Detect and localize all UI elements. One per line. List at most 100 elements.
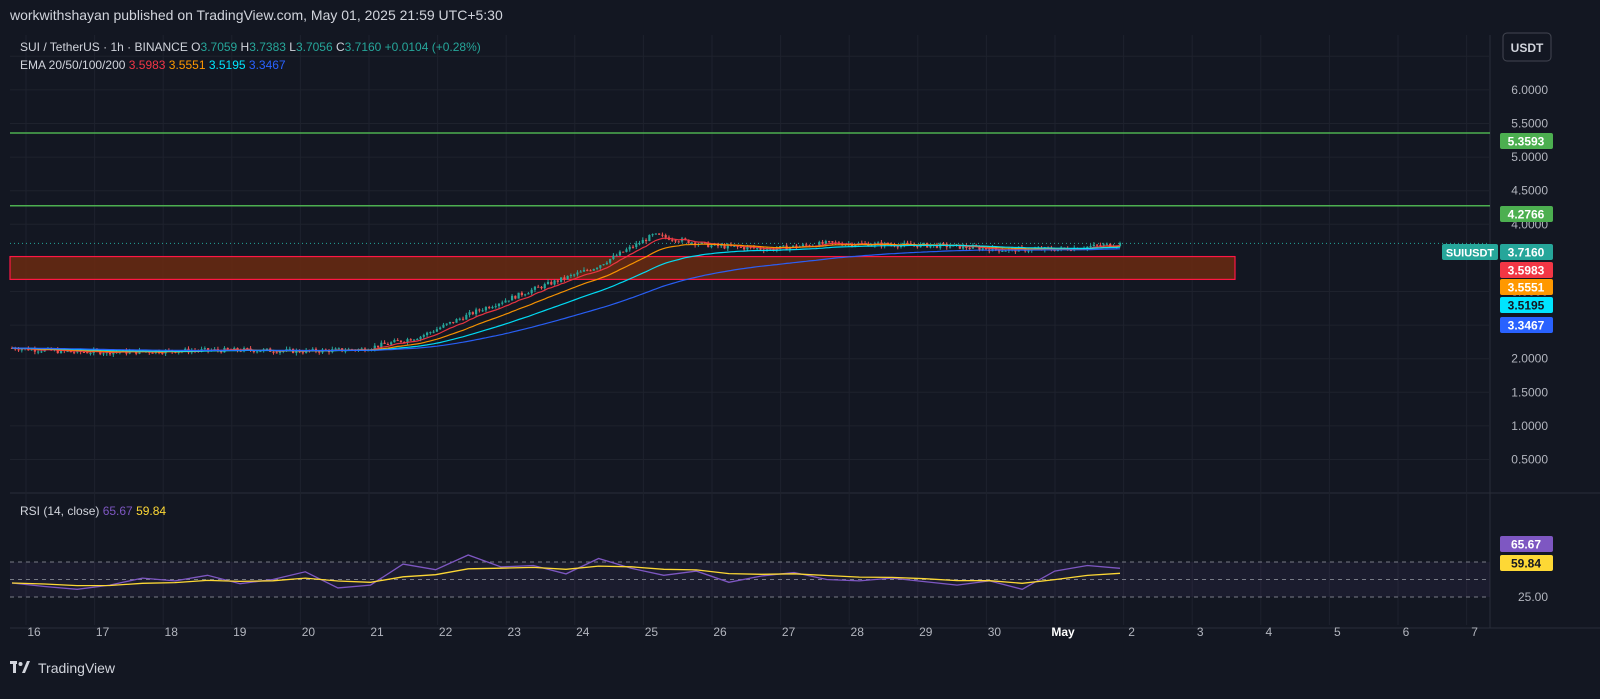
rsi-legend: RSI (14, close) 65.67 59.84 — [20, 504, 166, 518]
candle-body — [455, 319, 458, 323]
candle-body — [537, 286, 540, 288]
candle-body — [1099, 245, 1102, 247]
candle-body — [520, 292, 523, 296]
price-axis-tick: 2.0000 — [1511, 352, 1548, 366]
legend-line-1: SUI / TetherUS · 1h · BINANCE O3.7059 H3… — [20, 40, 481, 54]
price-tag[interactable]: 3.5551 — [1500, 279, 1553, 295]
candle-body — [393, 340, 396, 343]
candle-body — [102, 353, 105, 355]
candle-body — [510, 295, 514, 301]
candle-body — [599, 265, 602, 268]
candle-body — [484, 307, 488, 311]
candle-body — [687, 239, 690, 244]
ema-value: 3.5195 — [206, 58, 246, 72]
price-tag[interactable]: 3.5195 — [1500, 297, 1553, 313]
candle-body — [805, 244, 808, 246]
candle-body — [89, 353, 92, 355]
rsi-tag-box — [1500, 536, 1553, 552]
rsi-tag-label: 59.84 — [1511, 557, 1541, 571]
candle-body — [1069, 250, 1073, 252]
candle-body — [641, 239, 644, 244]
grid — [10, 35, 1490, 625]
price-tag[interactable]: 4.2766 — [1500, 206, 1553, 222]
candle-body — [984, 248, 988, 250]
price-tag[interactable]: 5.3593 — [1500, 133, 1553, 149]
rsi-value: 65.67 — [99, 504, 133, 518]
time-axis[interactable]: 16 17 18 19 20 21 22 23 24 25 26 27 28 29 30 May 2 3 4 5 6 7 — [27, 625, 1478, 639]
price-tag-label: 3.5195 — [1508, 299, 1545, 313]
candle-body — [468, 312, 471, 315]
price-tag[interactable]: 3.5983 — [1500, 262, 1553, 278]
price-tag-label: 5.3593 — [1508, 135, 1545, 149]
chart-svg[interactable]: 6.50006.00005.50005.00004.50004.00003.00… — [0, 30, 1600, 650]
candle-body — [556, 280, 559, 282]
time-axis-label: 24 — [576, 625, 590, 639]
price-axis-tick: 1.5000 — [1511, 385, 1548, 399]
price-tag[interactable]: 3.3467 — [1500, 317, 1553, 333]
tradingview-logo[interactable]: TradingView — [10, 660, 115, 676]
candle-body — [151, 352, 154, 354]
candle-body — [948, 246, 952, 248]
candle-body — [759, 248, 762, 250]
candle-body — [295, 350, 298, 354]
price-tag-label: 3.7160 — [1508, 246, 1545, 260]
time-axis-label: 4 — [1265, 625, 1272, 639]
currency-button[interactable]: USDT — [1502, 32, 1552, 62]
time-axis-label: 3 — [1197, 625, 1204, 639]
ema-value: 3.5983 — [125, 58, 165, 72]
candle-body — [288, 348, 291, 350]
ohlc-key: C — [333, 40, 345, 54]
candle-body — [30, 349, 33, 351]
candle-body — [991, 247, 994, 252]
candle-body — [808, 245, 811, 247]
ema-label: EMA 20/50/100/200 — [20, 58, 126, 72]
candle-body — [628, 246, 631, 250]
price-tag[interactable]: 3.7160 SUIUSDT — [1442, 244, 1553, 260]
price-tag-box — [1500, 297, 1553, 313]
candle-body — [671, 239, 674, 241]
candle-body — [553, 280, 556, 285]
ema-line-200[interactable] — [12, 248, 1121, 352]
time-axis-label: 30 — [988, 625, 1002, 639]
change-value: +0.0104 (+0.28%) — [381, 40, 480, 54]
legend[interactable]: SUI / TetherUS · 1h · BINANCE O3.7059 H3… — [20, 40, 481, 72]
candle-body — [383, 342, 386, 344]
price-tag-box — [1500, 279, 1553, 295]
candle-body — [445, 323, 448, 325]
rsi-pane[interactable] — [10, 495, 1490, 625]
symbol-tag-label: SUIUSDT — [1446, 248, 1495, 260]
candle-body — [677, 241, 680, 243]
candle-body — [416, 338, 419, 340]
tradingview-icon — [10, 661, 30, 673]
time-axis-label: 7 — [1471, 625, 1478, 639]
time-axis-label: 21 — [370, 625, 384, 639]
price-tag-label: 3.5983 — [1508, 264, 1545, 278]
candle-body — [517, 292, 520, 299]
candle-body — [318, 351, 321, 353]
candle-body — [380, 342, 383, 348]
time-axis-label: 23 — [508, 625, 522, 639]
candle-body — [207, 348, 210, 351]
candle-body — [252, 350, 255, 353]
candle-body — [82, 351, 86, 353]
candle-body — [743, 247, 746, 250]
price-tag-box — [1500, 317, 1553, 333]
candle-body — [497, 303, 501, 307]
candle-body — [311, 348, 314, 351]
ema-line-100[interactable] — [11, 244, 1121, 352]
candle-body — [406, 339, 409, 343]
price-axis-tick: 1.0000 — [1511, 419, 1548, 433]
candle-body — [69, 351, 72, 353]
candle-body — [674, 240, 677, 242]
candle-body — [631, 246, 635, 248]
legend-line-2: EMA 20/50/100/200 3.5983 3.5551 3.5195 3… — [20, 58, 286, 72]
candle-body — [958, 244, 961, 249]
candle-body — [524, 294, 527, 296]
candle-body — [589, 270, 592, 272]
candle-body — [475, 309, 478, 315]
rsi-indicator[interactable]: RSI (14, close) 65.67 59.84100.0075.0025… — [10, 504, 1553, 604]
candle-body — [622, 251, 625, 253]
rsi-tag[interactable]: 65.67 — [1500, 536, 1553, 552]
rsi-tag[interactable]: 59.84 — [1500, 555, 1553, 571]
